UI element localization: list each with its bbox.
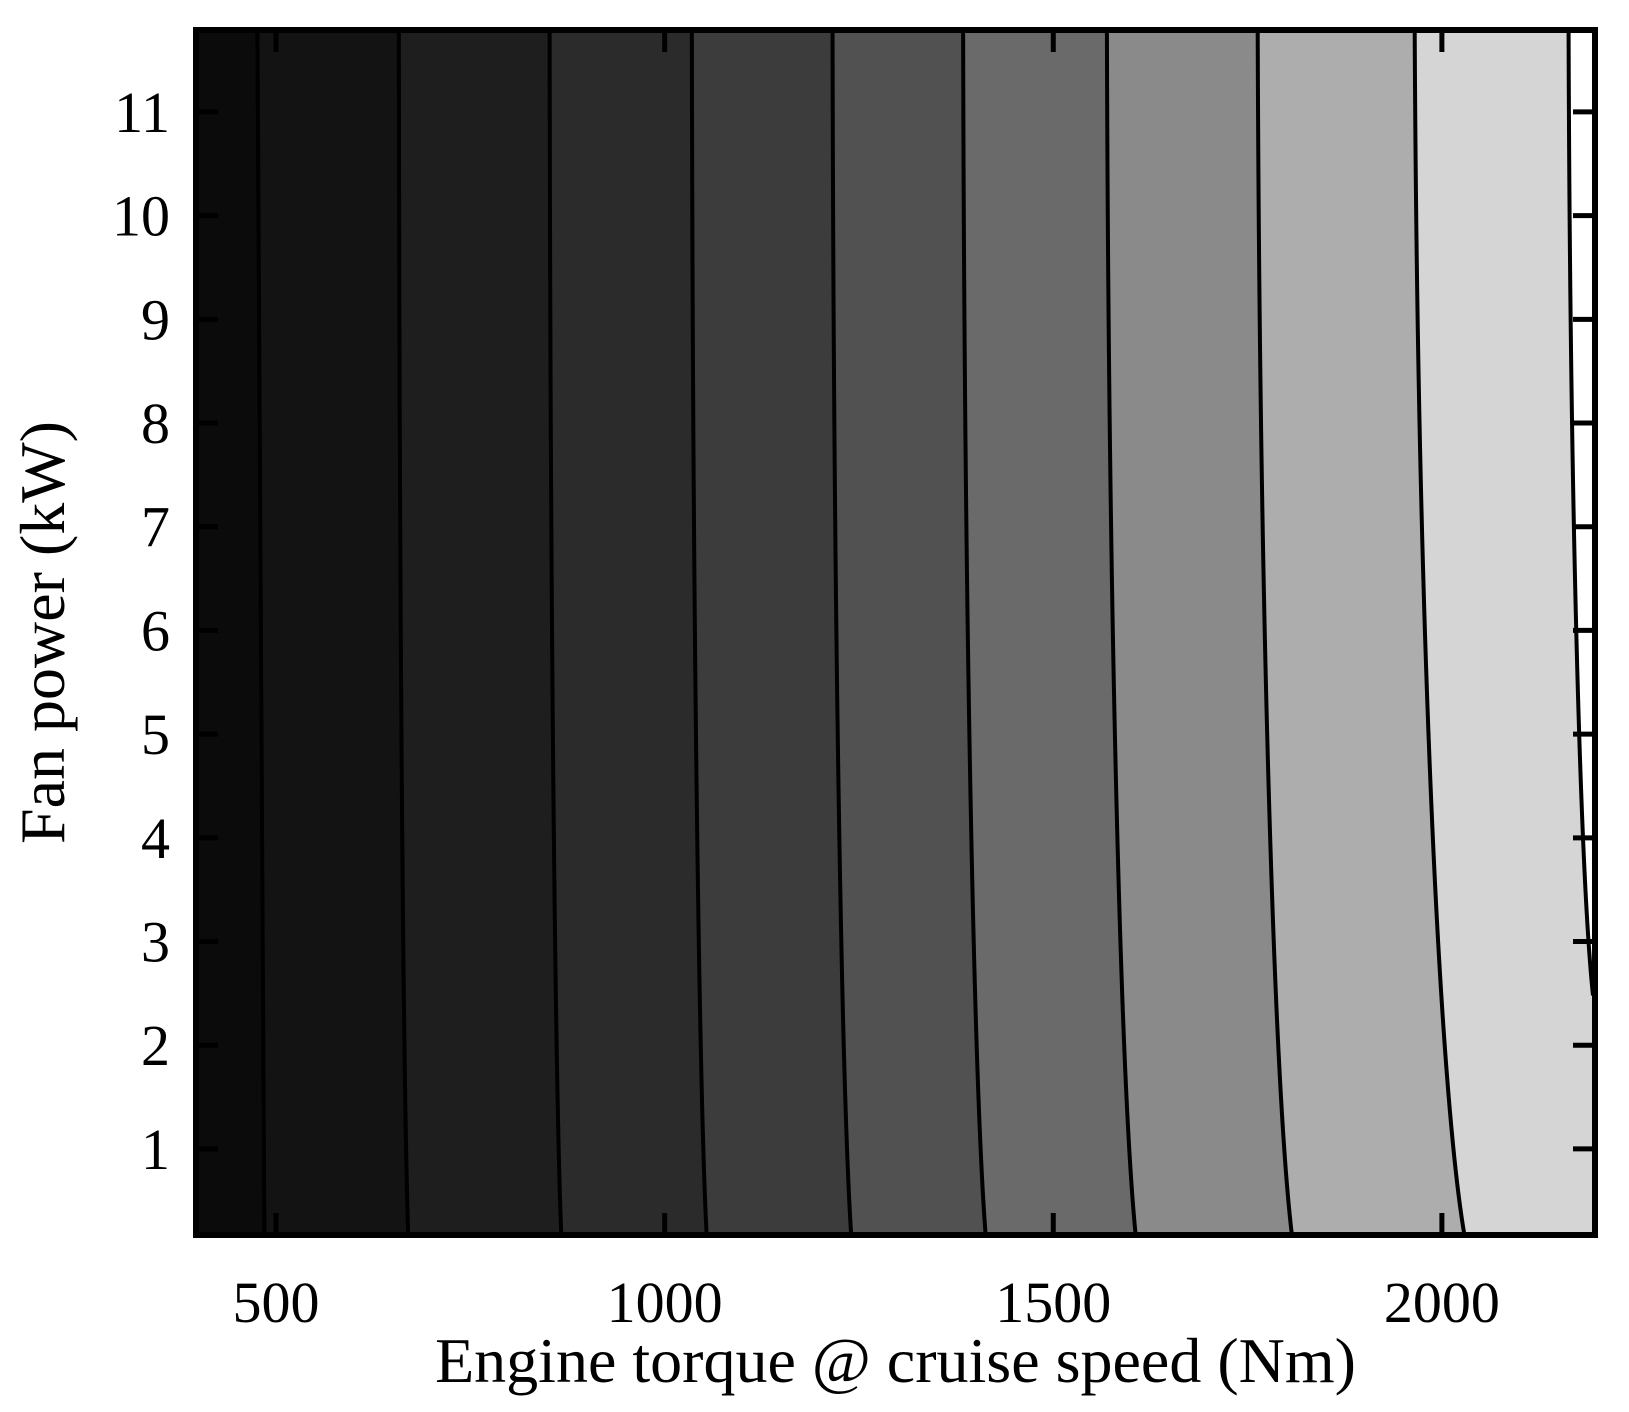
contour-line-3: [547, 29, 564, 1236]
contour-line-10: [1566, 29, 1595, 996]
contour-band-1: [196, 30, 265, 1235]
y-tick-label: 4: [141, 806, 170, 871]
y-tick-label: 6: [141, 598, 170, 663]
y-tick-label: 8: [141, 391, 170, 456]
y-tick-label: 9: [141, 287, 170, 352]
contour-line-2: [396, 29, 411, 1236]
contour-line-5: [830, 29, 854, 1236]
y-axis-title: Fan power (kW): [7, 421, 78, 844]
y-tick-label: 7: [141, 495, 170, 560]
contour-line-8: [1255, 29, 1294, 1236]
y-tick-label: 10: [112, 184, 170, 249]
contour-line-6: [961, 29, 988, 1236]
x-tick-label: 2000: [1384, 1270, 1500, 1335]
x-tick-label: 1500: [995, 1270, 1111, 1335]
contour-line-4: [689, 29, 709, 1236]
x-tick-label: 500: [233, 1270, 320, 1335]
x-tick-label: 1000: [607, 1270, 723, 1335]
plot-border: [193, 27, 1598, 1238]
contour-line-9: [1412, 29, 1467, 1236]
y-tick-label: 2: [141, 1013, 170, 1078]
y-tick-label: 1: [141, 1117, 170, 1182]
x-axis-title: Engine torque @ cruise speed (Nm): [435, 1325, 1356, 1396]
y-tick-label: 5: [141, 702, 170, 767]
y-tick-label: 3: [141, 910, 170, 975]
contour-line-7: [1104, 29, 1138, 1236]
y-tick-label: 11: [114, 80, 170, 145]
